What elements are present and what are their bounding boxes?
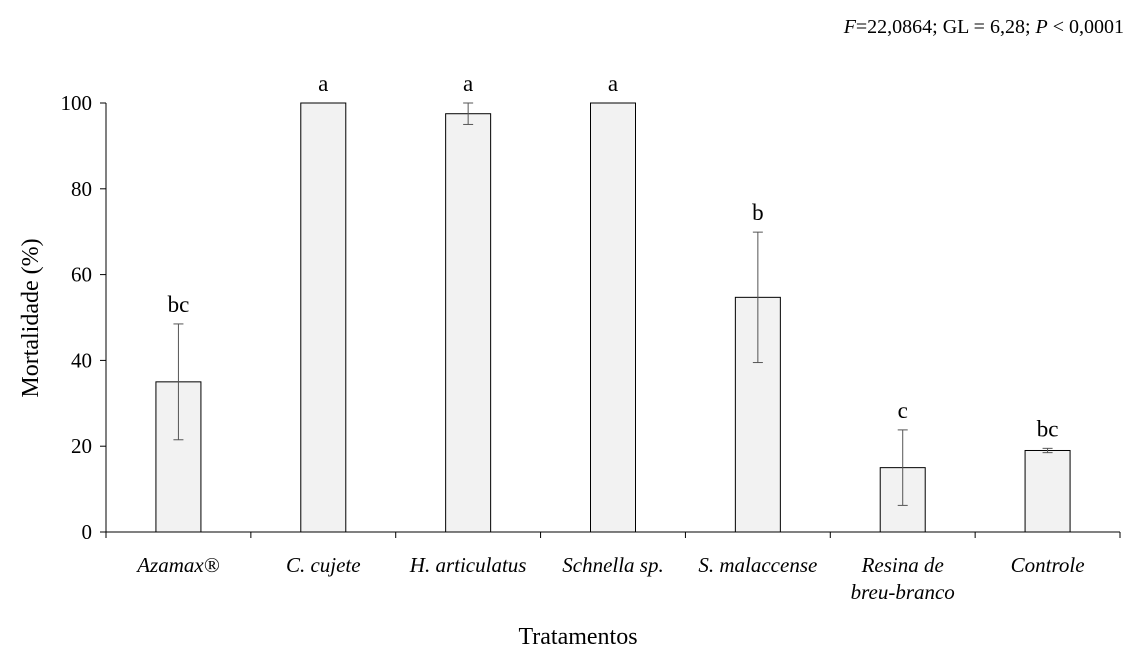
- x-tick-label: H. articulatus: [409, 553, 527, 577]
- x-tick-label: breu-branco: [851, 580, 955, 604]
- y-tick-label: 100: [61, 91, 93, 115]
- significance-letter: a: [608, 71, 618, 96]
- significance-letter: b: [752, 200, 764, 225]
- x-tick-label: C. cujete: [286, 553, 361, 577]
- x-tick-label: Azamax®: [135, 553, 219, 577]
- f-statistic-value: =22,0864; GL = 6,28;: [855, 16, 1036, 38]
- x-tick-label: Resina de: [861, 553, 944, 577]
- y-axis-title: Mortalidade (%): [18, 238, 44, 397]
- y-tick-label: 0: [82, 520, 93, 544]
- bar: [1024, 449, 1071, 533]
- x-tick-label: Controle: [1011, 553, 1085, 577]
- statistics-annotation: F=22,0864; GL = 6,28; P < 0,0001: [844, 16, 1124, 39]
- significance-letter: c: [898, 398, 908, 423]
- significance-letter: a: [318, 71, 328, 96]
- p-value: < 0,0001: [1047, 16, 1124, 38]
- bar: [590, 102, 636, 533]
- significance-letter: bc: [168, 292, 190, 317]
- significance-letter: a: [463, 71, 473, 96]
- bars: [155, 102, 1071, 533]
- p-symbol: P: [1035, 16, 1048, 38]
- x-axis-title: Tratamentos: [518, 624, 637, 646]
- y-tick-label: 80: [71, 177, 92, 201]
- y-tick-label: 60: [71, 263, 92, 287]
- y-tick-label: 40: [71, 348, 92, 372]
- f-symbol: F: [843, 16, 856, 38]
- bar: [300, 102, 347, 533]
- significance-letter: bc: [1037, 416, 1059, 441]
- axes: 0 20 40 60 80 100: [61, 91, 1121, 544]
- x-tick-label: S. malaccense: [698, 553, 817, 577]
- bar: [445, 113, 492, 533]
- y-tick-label: 20: [71, 434, 92, 458]
- error-bars: [173, 102, 1053, 506]
- x-tick-label: Schnella sp.: [562, 553, 663, 577]
